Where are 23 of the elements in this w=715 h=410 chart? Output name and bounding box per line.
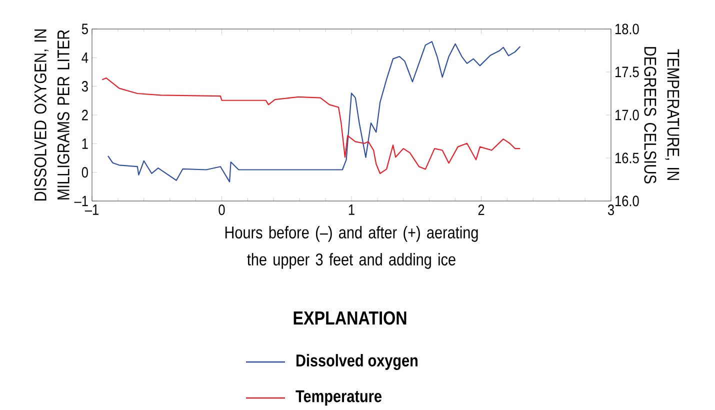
y2-axis-title: TEMPERATURE, IN DEGREES CELSIUS	[644, 47, 680, 184]
y-tick-label: 1	[82, 138, 88, 149]
y-tick-label: 4	[82, 52, 88, 63]
y2-tick-label: 16.0	[616, 196, 639, 206]
x-axis-title: Hours before (–) and after (+) aerating the upper 3 feet and adding ice	[225, 226, 478, 269]
y-axis-title: DISSOLVED OXYGEN, IN MILLIGRAMS PER LITER	[34, 30, 70, 200]
x-tick-label: 3	[608, 204, 614, 216]
y-tick-label: 5	[82, 24, 88, 34]
x-tick-label: 1	[348, 204, 354, 215]
legend-label: Dissolved oxygen	[296, 354, 418, 370]
legend-label: Temperature	[296, 390, 382, 406]
y-tick-label: 3	[82, 81, 88, 92]
line-series	[102, 77, 521, 174]
y-tick-label: 2	[82, 110, 88, 120]
y2-tick-label: 17.5	[616, 66, 639, 78]
x-tick-label: 2	[478, 204, 484, 216]
y2-tick-label: 17.0	[616, 110, 639, 120]
y-tick-label: –1	[74, 196, 88, 206]
y2-tick-label: 18.0	[616, 24, 639, 34]
y-tick-label: 0	[82, 167, 88, 178]
y2-tick-label: 16.5	[616, 152, 639, 164]
legend-title: EXPLANATION	[294, 311, 406, 325]
x-tick-label: 0	[218, 204, 225, 216]
